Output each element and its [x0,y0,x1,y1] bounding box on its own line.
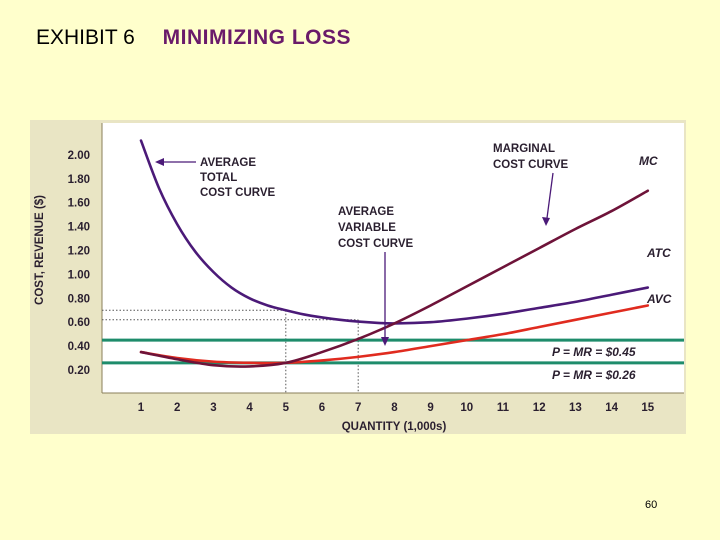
y-axis-label: COST, REVENUE ($) [34,195,46,305]
slide-title: EXHIBIT 6 MINIMIZING LOSS [36,26,351,50]
avc-callout-arrowhead [381,337,389,346]
x-tick-label: 1 [138,402,145,414]
y-tick-label: 0.60 [68,317,90,329]
exhibit-label: EXHIBIT 6 [36,26,135,49]
mc-callout-line-2: COST CURVE [493,159,569,171]
avc-callout-line-1: AVERAGE [338,206,394,218]
y-tick-label: 1.80 [68,174,90,186]
atc-callout-line-3: COST CURVE [200,187,276,199]
atc-callout: AVERAGE TOTAL COST CURVE [200,157,276,199]
x-tick-label: 4 [246,402,253,414]
atc-callout-line-2: TOTAL [200,172,237,184]
y-tick-label: 0.40 [68,341,90,353]
x-tick-label: 2 [174,402,180,414]
avc-end-label: AVC [646,292,672,306]
x-tick-label: 6 [319,402,325,414]
mc-callout: MARGINAL COST CURVE [493,143,569,171]
y-tick-label: 0.80 [68,293,90,305]
x-tick-label: 7 [355,402,361,414]
x-tick-label: 13 [569,402,582,414]
page-number: 60 [645,499,658,511]
y-tick-label: 1.60 [68,198,90,210]
x-tick-label: 10 [460,402,473,414]
y-tick-label: 1.40 [68,222,90,234]
avc-callout-line-2: VARIABLE [338,222,396,234]
y-tick-label: 1.00 [68,269,90,281]
mc-end-label: MC [639,154,658,168]
price-line-label: P = MR = $0.45 [552,345,636,359]
x-tick-label: 5 [283,402,290,414]
x-tick-label: 3 [210,402,216,414]
mc-callout-arrow [546,172,554,219]
x-tick-label: 15 [641,402,654,414]
atc-callout-arrowhead [155,158,164,166]
avc-curve [139,304,650,365]
avc-callout: AVERAGE VARIABLE COST CURVE [338,206,414,250]
atc-curve [139,139,650,325]
x-tick-label: 9 [427,402,433,414]
exhibit-title: MINIMIZING LOSS [162,26,351,49]
x-tick-label: 14 [605,402,618,414]
y-tick-label: 0.20 [68,365,90,377]
callout-arrows [155,158,554,346]
chart-svg: 2.00 1.80 1.60 1.40 1.20 1.00 0.80 0.60 0.40 0.20… [30,120,686,434]
mc-curve [139,189,650,368]
mc-callout-line-1: MARGINAL [493,143,555,155]
y-tick-label: 1.20 [68,246,90,258]
atc-end-label: ATC [646,246,671,260]
avc-callout-line-3: COST CURVE [338,238,414,250]
x-tick-label: 12 [533,402,546,414]
mc-callout-arrowhead [542,217,550,226]
cost-revenue-chart: 2.00 1.80 1.60 1.40 1.20 1.00 0.80 0.60 0.40 0.20… [30,120,686,434]
x-tick-label: 8 [391,402,398,414]
curve-end-labels: MC ATC AVC [639,154,672,306]
x-axis-label: QUANTITY (1,000s) [342,421,447,433]
y-tick-label: 2.00 [68,150,90,162]
x-tick-label: 11 [497,402,510,414]
atc-callout-line-1: AVERAGE [200,157,256,169]
price-line-label: P = MR = $0.26 [552,368,636,382]
